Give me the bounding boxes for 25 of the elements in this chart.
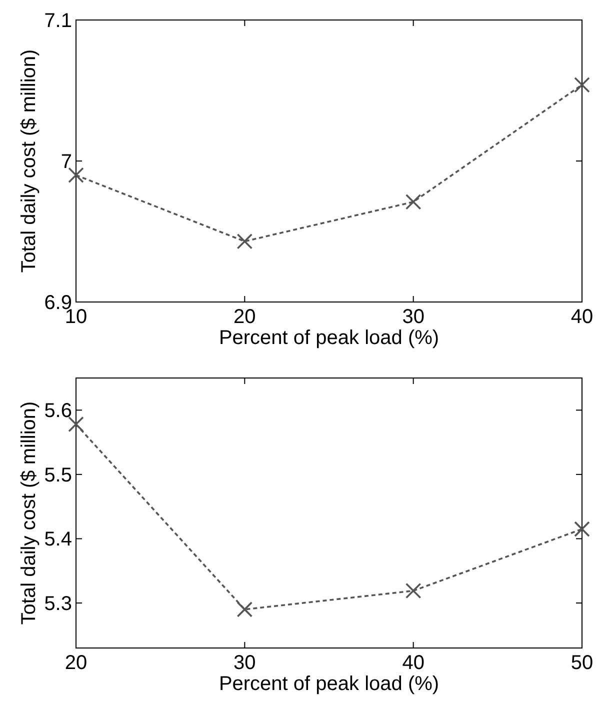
y-axis-title: Total daily cost ($ million) [18,401,40,625]
y-tick-label: 7.1 [44,10,72,32]
x-axis-title: Percent of peak load (%) [218,327,440,349]
x-axis-title: Percent of peak load (%) [218,673,440,695]
point [68,416,84,432]
x-tick-label: 40 [570,306,594,328]
point [236,233,253,250]
point [574,521,590,537]
y-tick-label: 5.3 [44,593,72,615]
y-tick-label: 5.6 [44,400,72,422]
x-tick-label: 30 [402,306,424,328]
y-tick-label: 5.5 [44,464,72,486]
x-tick-label: 40 [402,652,424,674]
y-axis-title: Total daily cost ($ million) [18,49,40,273]
point [236,602,253,618]
point [405,582,422,599]
x-tick-label: 50 [570,652,594,674]
y-tick-label: 5.4 [44,528,72,551]
y-tick-label: 7 [60,151,72,173]
x-tick-label: 30 [234,652,256,674]
point [405,194,422,210]
x-tick-label: 20 [234,306,256,328]
point [68,167,84,183]
x-tick-label: 20 [64,652,88,674]
point [574,76,590,93]
